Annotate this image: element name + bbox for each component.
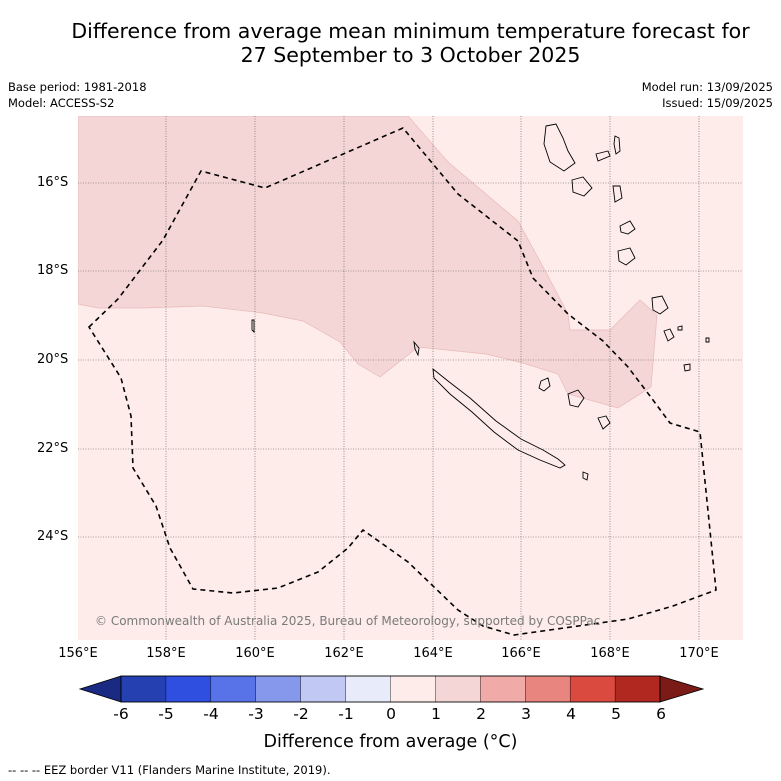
- title-line-2: 27 September to 3 October 2025: [240, 43, 581, 67]
- map-panel: [78, 116, 743, 640]
- lat-label-18s: 18°S: [37, 263, 69, 278]
- lat-label-22s: 22°S: [37, 441, 69, 456]
- issued-date: Issued: 15/09/2025: [662, 96, 773, 110]
- model-name: Model: ACCESS-S2: [8, 96, 115, 110]
- anomaly-region-1-to-2: [78, 116, 658, 409]
- maewo-island: [613, 135, 621, 155]
- lifou-island: [567, 389, 585, 408]
- erromango-island: [617, 247, 636, 266]
- small-island-b: [705, 337, 710, 343]
- colorbar-cell: [569, 675, 616, 703]
- colorbar-tick-1: 1: [431, 705, 441, 723]
- chart-title: Difference from average mean minimum tem…: [40, 19, 781, 67]
- colorbar-tick-2: 2: [476, 705, 486, 723]
- colorbar-cell: [300, 675, 347, 703]
- colorbar-cell: [525, 675, 571, 703]
- colorbar-tick-neg2: -2: [293, 705, 309, 723]
- eez-footnote: -- -- -- EEZ border V11 (Flanders Marine…: [8, 763, 331, 777]
- tanna-island: [651, 295, 669, 315]
- ile-des-pins: [582, 471, 589, 481]
- chesterfield-islet: [251, 319, 255, 334]
- colorbar-tick-5: 5: [611, 705, 621, 723]
- copyright-notice: © Commonwealth of Australia 2025, Bureau…: [95, 614, 601, 628]
- colorbar-cell: [480, 675, 526, 703]
- ambae-island: [595, 150, 611, 162]
- new-caledonia: [251, 319, 611, 481]
- espiritu-santo-island: [543, 123, 576, 172]
- colorbar-tick-6: 6: [656, 705, 666, 723]
- colorbar-cells: [120, 675, 661, 703]
- gridlines: [78, 116, 743, 640]
- colorbar-label: Difference from average (°C): [263, 732, 518, 752]
- efate-island: [619, 220, 636, 235]
- lon-label-168e: 168°E: [590, 646, 630, 661]
- colorbar-frame: [120, 675, 661, 703]
- lon-label-156e: 156°E: [58, 646, 98, 661]
- colorbar-low-extension: [78, 675, 122, 703]
- colorbar-cell: [120, 675, 167, 703]
- lon-label-158e: 158°E: [146, 646, 186, 661]
- colorbar-cell: [345, 675, 392, 703]
- small-island-c: [683, 363, 691, 372]
- title-line-1: Difference from average mean minimum tem…: [71, 19, 750, 43]
- belep-islands: [413, 340, 420, 357]
- colorbar-tick-neg6: -6: [113, 705, 129, 723]
- lon-label-166e: 166°E: [501, 646, 541, 661]
- lat-label-20s: 20°S: [37, 352, 69, 367]
- colorbar-cell: [255, 675, 302, 703]
- meta-right: Model run: 13/09/2025 Issued: 15/09/2025: [642, 79, 773, 111]
- colorbar-tick-neg1: -1: [338, 705, 354, 723]
- colorbar-cell: [435, 675, 481, 703]
- eez-border: [87, 127, 717, 636]
- lon-label-162e: 162°E: [324, 646, 364, 661]
- colorbar-tick-neg5: -5: [158, 705, 174, 723]
- aneityum-island: [663, 328, 675, 342]
- colorbar-cell: [210, 675, 257, 703]
- colorbar-tick-4: 4: [566, 705, 576, 723]
- mare-island: [597, 415, 611, 430]
- meta-left: Base period: 1981-2018 Model: ACCESS-S2: [8, 79, 147, 111]
- vanuatu: [543, 123, 710, 372]
- colorbar-tick-3: 3: [521, 705, 531, 723]
- colorbar-tick-0: 0: [386, 705, 396, 723]
- colorbar-cell: [390, 675, 436, 703]
- lon-label-164e: 164°E: [413, 646, 453, 661]
- lon-label-170e: 170°E: [679, 646, 719, 661]
- colorbar-cell: [614, 675, 661, 703]
- malekula-island: [571, 176, 593, 197]
- small-island-a: [677, 325, 683, 331]
- grande-terre-island: [432, 367, 566, 469]
- ouvea-island: [538, 377, 551, 392]
- colorbar-cell: [165, 675, 212, 703]
- lat-label-24s: 24°S: [37, 529, 69, 544]
- lat-label-16s: 16°S: [37, 175, 69, 190]
- pentecost-island: [612, 185, 623, 203]
- colorbar: [78, 675, 705, 703]
- colorbar-tick-neg4: -4: [203, 705, 219, 723]
- colorbar-tick-neg3: -3: [248, 705, 264, 723]
- model-run: Model run: 13/09/2025: [641, 80, 773, 94]
- lon-label-160e: 160°E: [235, 646, 275, 661]
- base-period: Base period: 1981-2018: [8, 80, 147, 94]
- colorbar-high-extension: [659, 675, 705, 703]
